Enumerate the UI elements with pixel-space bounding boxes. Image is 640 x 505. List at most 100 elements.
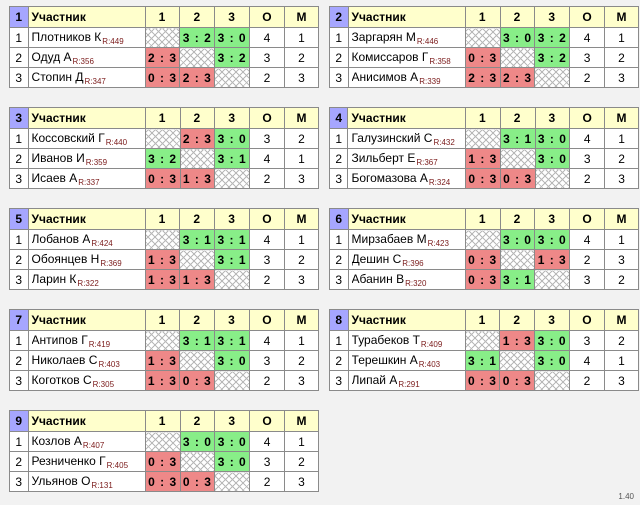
group-number: 4 — [328, 107, 349, 129]
participant-rating: R:423 — [427, 239, 449, 248]
participant-cell: Анисимов АR:339 — [347, 67, 466, 88]
match-result: 1 : 3 — [144, 249, 181, 270]
points: 4 — [248, 330, 285, 351]
match-result: 0 : 3 — [144, 67, 181, 88]
header-points: O — [248, 6, 285, 28]
header-col-1: 1 — [144, 6, 181, 28]
self-match-cell — [214, 168, 251, 189]
participant-rating: R:409 — [420, 340, 443, 349]
header-col-3: 3 — [534, 309, 570, 331]
participant-rating: R:347 — [84, 77, 106, 86]
participant-cell: Резниченко ГR:405 — [27, 451, 146, 472]
match-result: 3 : 0 — [214, 350, 250, 371]
group-header-row: 2 Участник 1 2 3 O M — [329, 6, 639, 28]
match-result: 1 : 3 — [499, 330, 536, 351]
participant-name: Абанин В — [351, 271, 405, 286]
points: 4 — [569, 128, 606, 149]
row-number: 2 — [329, 47, 349, 68]
header-col-2: 2 — [499, 6, 536, 28]
header-place: M — [283, 410, 320, 432]
header-col-3: 3 — [534, 6, 571, 28]
match-result: 3 : 0 — [499, 229, 536, 250]
self-match-cell — [214, 471, 251, 492]
row-number: 3 — [9, 168, 29, 189]
participant-name: Иванов И — [31, 150, 85, 165]
match-result: 3 : 1 — [214, 229, 250, 250]
participant-name: Зильберт Е — [351, 150, 416, 165]
place: 1 — [604, 27, 639, 48]
self-match-cell — [464, 27, 501, 48]
participant-name: Коготков С — [31, 372, 92, 387]
version-label: 1.40 — [618, 492, 634, 501]
participant-rating: R:440 — [105, 138, 128, 147]
participant-cell: Богомазова АR:324 — [347, 168, 466, 189]
participant-cell: Липай АR:291 — [347, 370, 466, 391]
self-match-cell — [464, 229, 501, 250]
header-col-2: 2 — [179, 6, 216, 28]
participant-rating: R:396 — [402, 259, 424, 268]
header-participant: Участник — [27, 107, 146, 129]
participant-cell: Коготков СR:305 — [27, 370, 146, 391]
points: 3 — [249, 451, 285, 472]
self-match-cell — [214, 67, 250, 88]
group-number: 7 — [9, 309, 29, 331]
self-match-cell — [534, 370, 570, 391]
self-match-cell — [144, 431, 181, 452]
match-result: 3 : 2 — [214, 47, 250, 68]
match-result: 0 : 3 — [464, 269, 501, 290]
row-number: 3 — [329, 370, 349, 391]
match-result: 1 : 3 — [144, 370, 181, 391]
participant-cell: Исаев АR:337 — [27, 168, 146, 189]
participant-cell: Дешин СR:396 — [347, 249, 466, 270]
points: 2 — [249, 471, 285, 492]
match-result: 3 : 2 — [534, 47, 571, 68]
participant-name: Антипов Г — [31, 332, 88, 347]
participant-name: Заргарян М — [351, 29, 416, 44]
group-header-row: 7 Участник 1 2 3 O M — [9, 309, 320, 331]
header-col-1: 1 — [144, 107, 181, 129]
match-result: 0 : 3 — [179, 471, 216, 492]
header-place: M — [283, 309, 320, 331]
header-points: O — [248, 309, 285, 331]
place: 3 — [283, 168, 320, 189]
group-number: 2 — [329, 6, 349, 28]
header-place: M — [283, 208, 320, 230]
participant-cell: Антипов ГR:419 — [27, 330, 146, 351]
participant-rating: R:305 — [92, 380, 115, 389]
points: 2 — [248, 269, 285, 290]
points: 3 — [249, 128, 285, 149]
participant-cell: Терешкин АR:403 — [347, 350, 466, 371]
row-number: 2 — [9, 249, 29, 270]
group-number: 3 — [9, 107, 29, 129]
participant-rating: R:369 — [100, 259, 122, 268]
participant-rating: R:405 — [106, 461, 129, 470]
row-number: 3 — [9, 269, 29, 290]
header-col-2: 2 — [499, 309, 536, 331]
header-col-2: 2 — [499, 107, 536, 129]
self-match-cell — [464, 128, 501, 149]
points: 2 — [569, 168, 606, 189]
self-match-cell — [144, 27, 181, 48]
participant-cell: Заргарян МR:446 — [347, 27, 466, 48]
points: 4 — [249, 431, 285, 452]
place: 2 — [283, 451, 320, 472]
header-col-3: 3 — [214, 107, 251, 129]
points: 3 — [569, 148, 606, 169]
match-result: 3 : 1 — [499, 269, 536, 290]
place: 3 — [604, 67, 639, 88]
match-result: 3 : 1 — [464, 350, 501, 371]
match-result: 0 : 3 — [464, 168, 501, 189]
participant-name: Козлов А — [31, 433, 82, 448]
participant-rating: R:291 — [398, 380, 420, 389]
row-number: 2 — [329, 249, 349, 270]
header-col-3: 3 — [214, 410, 251, 432]
